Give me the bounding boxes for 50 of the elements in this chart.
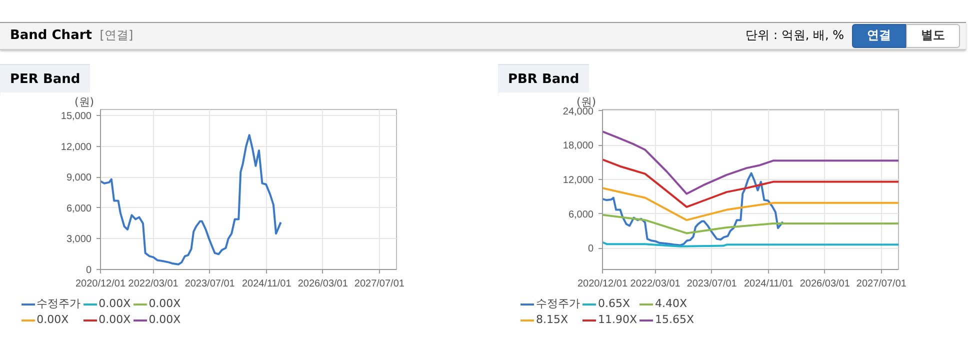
y-axis-title: (원) <box>576 96 596 108</box>
legend-label: 8.15X <box>536 313 568 326</box>
text: Band Chart <box>10 28 92 43</box>
x-tick-label: 2020/12/01 <box>75 278 126 290</box>
legend-label: 15.65X <box>655 313 694 326</box>
x-tick-label: 2022/03/01 <box>128 278 179 290</box>
chart-title: PER Band <box>0 64 90 96</box>
legend-label: 0.00X <box>98 297 131 310</box>
line-series <box>602 130 898 195</box>
x-tick-label: 2023/07/01 <box>686 278 738 290</box>
y-tick-label: 12,000 <box>60 142 92 153</box>
text: 단위 : 억원, 배, % <box>746 28 844 42</box>
x-tick-label: 2027/07/01 <box>856 278 907 290</box>
x-tick-label: 2024/11/01 <box>744 278 794 290</box>
legend-label: 11.90X <box>598 313 638 326</box>
text: 연결 <box>852 24 906 48</box>
y-tick-label: 24,000 <box>562 106 594 118</box>
y-tick-label: 15,000 <box>60 111 92 122</box>
y-tick-label: 3,000 <box>66 234 92 246</box>
y-tick-label: 0 <box>86 265 92 276</box>
chart-title: PBR Band <box>498 64 590 96</box>
y-tick-label: 9,000 <box>66 172 92 184</box>
legend-label: 0.00X <box>148 313 181 326</box>
line-series <box>100 134 282 266</box>
x-tick-label: 2022/03/01 <box>630 278 681 290</box>
x-tick-label: 2024/11/01 <box>242 278 292 290</box>
x-tick-label: 2020/12/01 <box>577 278 628 290</box>
y-tick-label: 12,000 <box>562 175 594 186</box>
legend-label: 0.00X <box>98 313 131 326</box>
text: 별도 <box>906 24 960 48</box>
y-tick-label: 6,000 <box>66 203 92 214</box>
y-tick-label: 0 <box>588 244 594 255</box>
x-tick-label: 2026/03/01 <box>800 278 850 290</box>
line-series <box>602 187 898 222</box>
line-series <box>602 172 784 246</box>
line-series <box>602 214 898 234</box>
y-axis-title: (원) <box>74 96 94 108</box>
text: [연결] <box>100 28 134 42</box>
legend-label: 0.65X <box>598 297 630 310</box>
x-tick-label: 2026/03/01 <box>298 278 348 290</box>
x-tick-label: 2023/07/01 <box>184 278 236 290</box>
legend-label: 수정주가 <box>536 296 580 311</box>
line-series <box>602 158 898 208</box>
y-tick-label: 6,000 <box>568 209 594 220</box>
legend-label: 수정주가 <box>36 296 81 311</box>
legend-label: 0.00X <box>148 297 181 310</box>
legend-label: 0.00X <box>36 313 69 326</box>
y-tick-label: 18,000 <box>562 140 594 152</box>
legend-label: 4.40X <box>655 297 688 310</box>
x-tick-label: 2027/07/01 <box>354 278 405 290</box>
